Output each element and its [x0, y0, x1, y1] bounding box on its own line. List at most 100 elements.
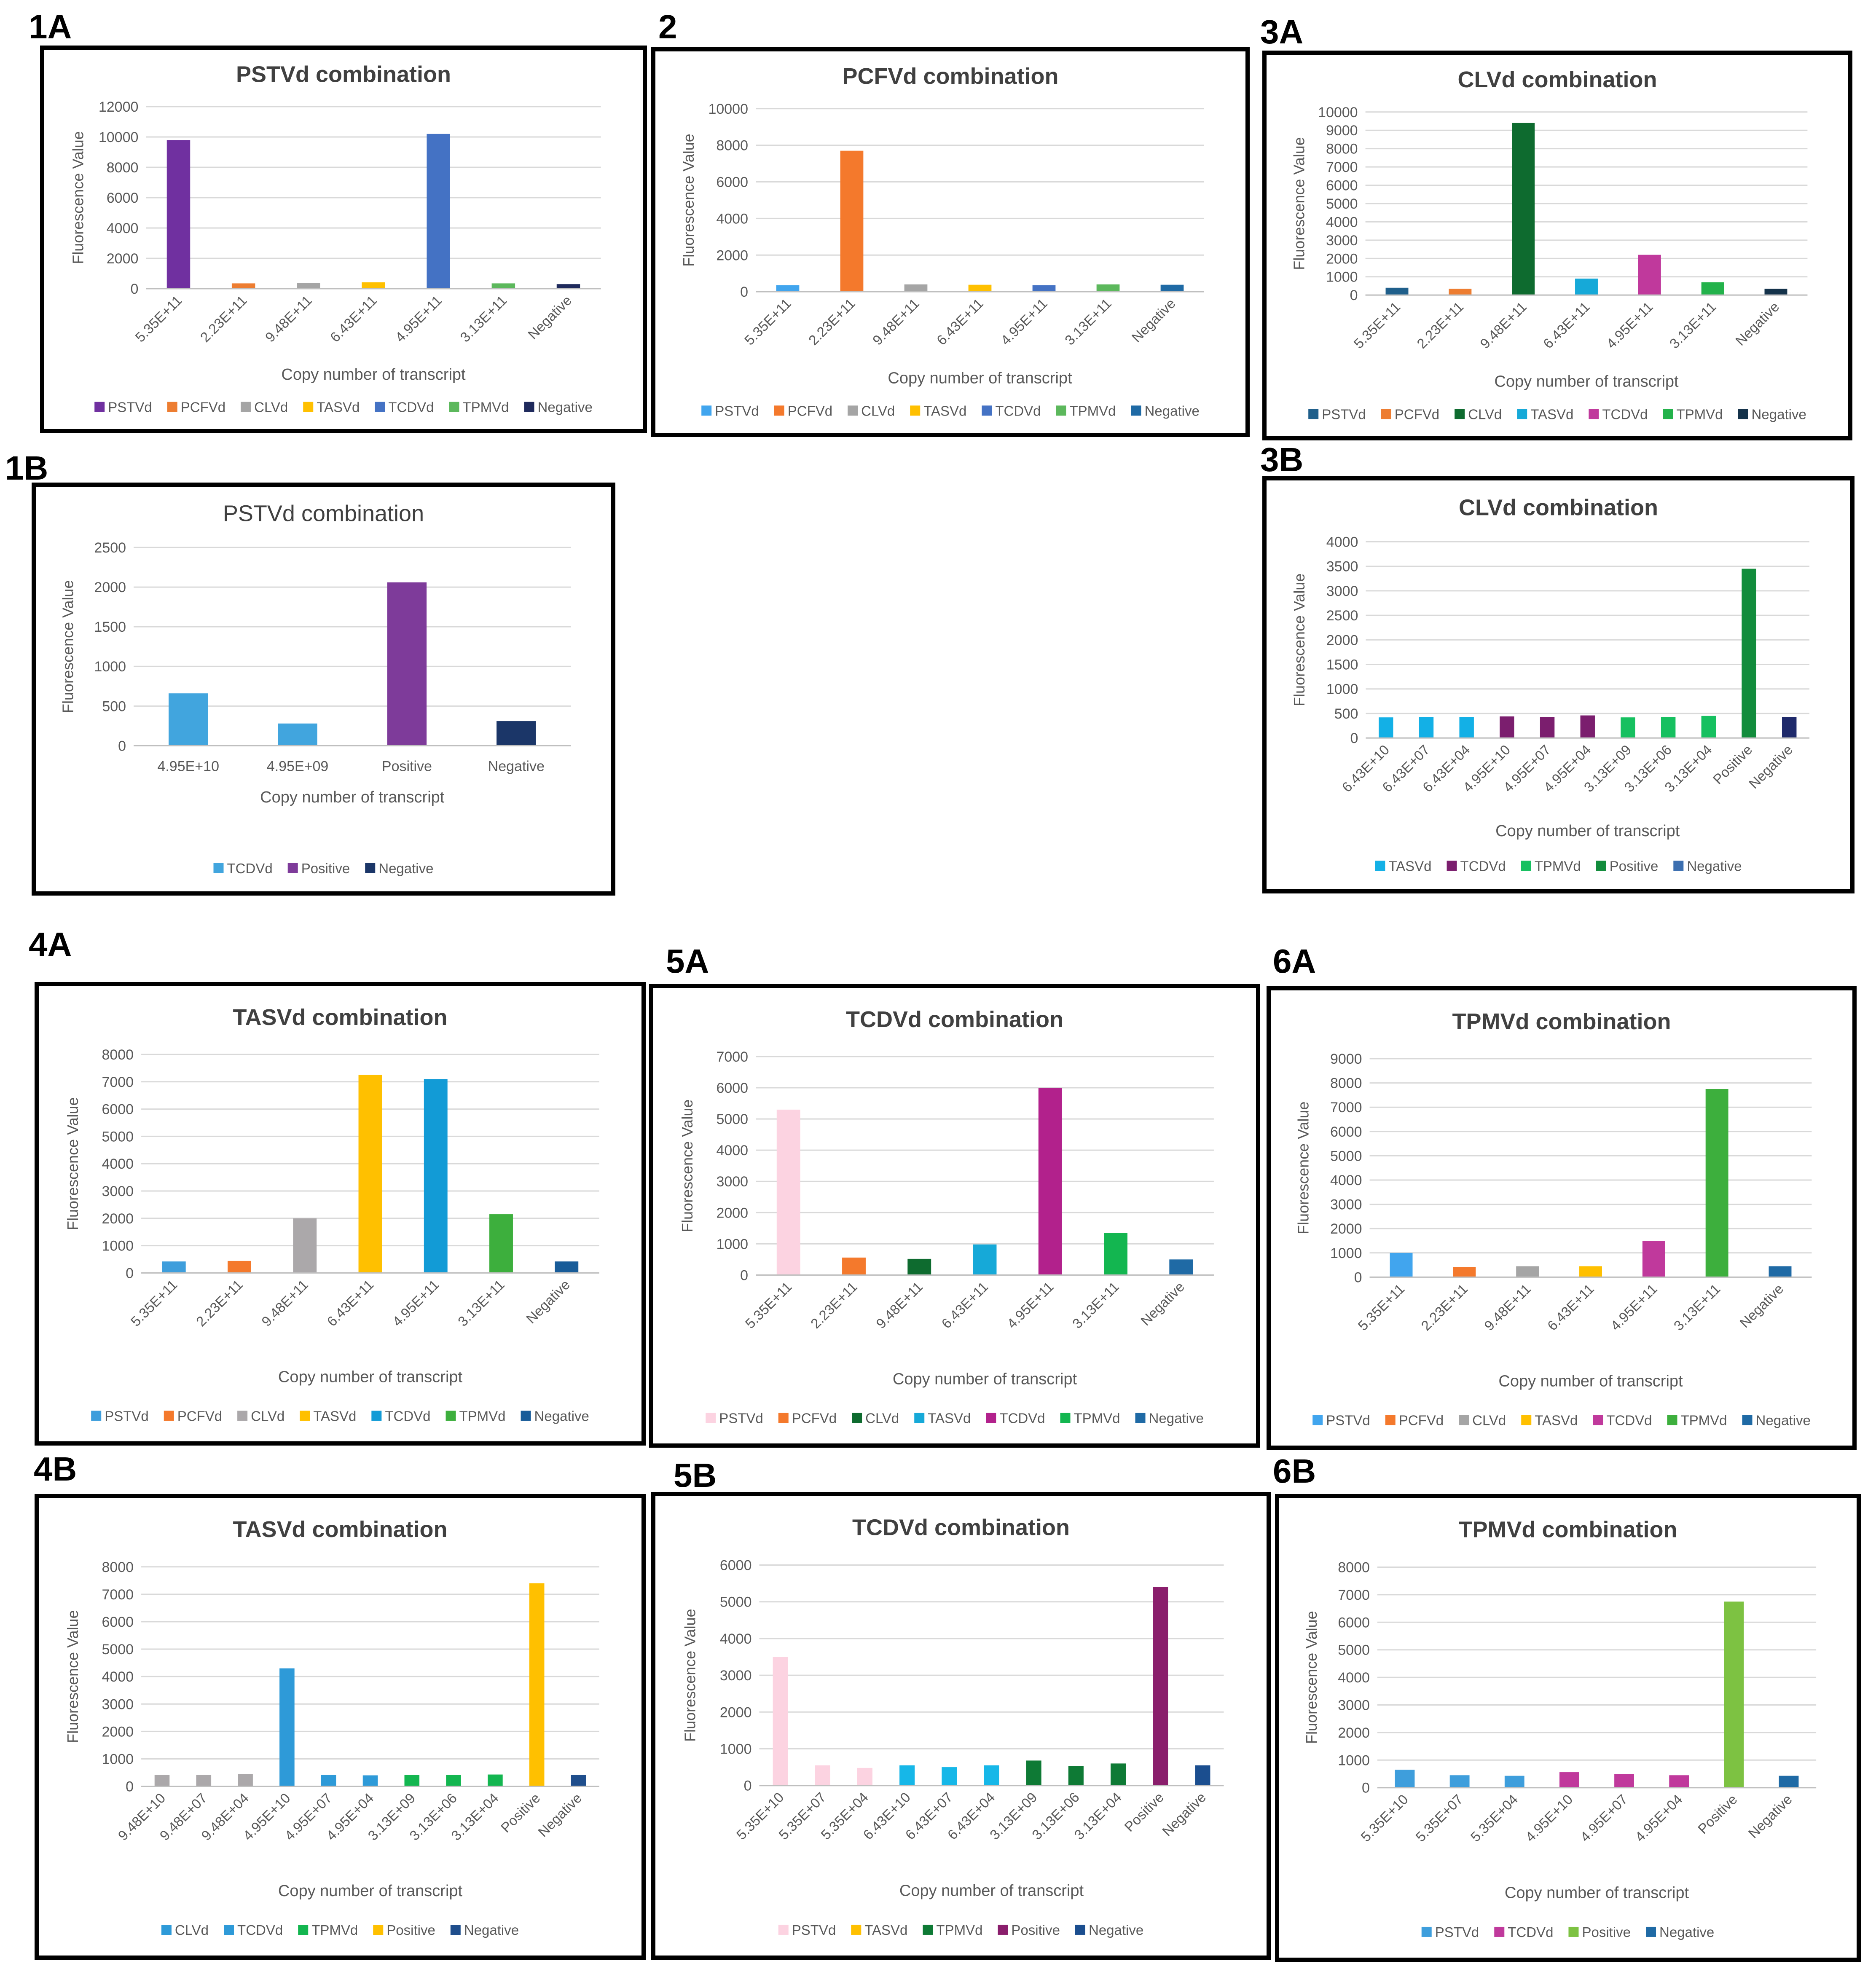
bar-3.13E+06 — [1068, 1766, 1084, 1786]
legend-swatch — [167, 402, 177, 412]
bar-3.13E+11 — [1096, 284, 1120, 292]
bar-3.13E+09 — [404, 1775, 420, 1787]
x-tick-label: 9.48E+11 — [258, 1277, 311, 1329]
chart-svg-1A: PSTVd combination 0 2000 4000 6000 8000 10000 1… — [69, 62, 601, 415]
chart-title: TASVd combination — [233, 1517, 448, 1542]
chart-svg-1B: PSTVd combination 0 500 1000 1500 2000 2500 Flu… — [59, 501, 571, 876]
panel-label-1B: 1B — [5, 449, 48, 487]
chart-title: TCDVd combination — [852, 1515, 1070, 1540]
y-tick-label: 2000 — [1338, 1725, 1370, 1741]
chart-panel-1B: PSTVd combination 0 500 1000 1500 2000 2500 Flu… — [32, 483, 615, 896]
x-tick-label: 2.23E+11 — [808, 1279, 860, 1331]
y-tick-label: 0 — [118, 738, 126, 754]
bar-4.95E+11 — [1642, 1241, 1665, 1277]
x-tick-label: 4.95E+11 — [392, 292, 445, 345]
y-tick-label: 3000 — [1326, 583, 1358, 599]
x-tick-label: Negative — [1746, 742, 1795, 791]
legend-label: CLVd — [251, 1408, 284, 1424]
legend: PSTVd PCFVd CLVd TASVd TCDVd TPMVd Negative — [91, 1408, 589, 1424]
chart-svg-5A: TCDVd combination 0 1000 2000 3000 4000 5000 60… — [679, 1007, 1214, 1426]
legend-swatch — [1308, 409, 1319, 419]
legend-swatch — [914, 1413, 925, 1423]
legend-swatch — [701, 405, 712, 416]
chart-title: TCDVd combination — [846, 1007, 1063, 1032]
y-tick-label: 10000 — [99, 129, 139, 145]
legend-label: TPMVd — [459, 1408, 506, 1424]
legend-label: PSTVd — [1435, 1924, 1479, 1940]
y-tick-label: 3000 — [1326, 233, 1358, 249]
bar-6.43E+11 — [1575, 279, 1598, 295]
y-tick-label: 8000 — [102, 1047, 134, 1063]
legend-label: CLVd — [865, 1410, 899, 1426]
x-tick-label: Negative — [488, 758, 545, 774]
bar-3.13E+06 — [1661, 717, 1676, 738]
x-tick-label: 2.23E+11 — [1414, 299, 1466, 351]
chart-title: TPMVd combination — [1452, 1009, 1671, 1034]
legend-swatch — [1521, 861, 1531, 871]
legend-swatch — [774, 405, 784, 416]
legend-label: TPMVd — [311, 1922, 358, 1938]
chart-panel-4A: TASVd combination 0 1000 2000 3000 4000 5000 60… — [35, 982, 646, 1446]
bar-5.35E+11 — [776, 285, 800, 292]
legend-label: TCDVd — [1508, 1924, 1553, 1940]
y-axis-label: Fluorescence Value — [1303, 1611, 1320, 1744]
x-tick-label: 4.95E+04 — [1632, 1791, 1685, 1845]
y-tick-label: 0 — [126, 1265, 134, 1281]
legend-swatch — [1455, 409, 1465, 419]
x-tick-label: Negative — [1732, 299, 1782, 349]
legend-label: TPMVd — [1074, 1410, 1120, 1426]
legend-swatch — [94, 402, 105, 412]
legend-item: Negative — [1135, 1410, 1204, 1426]
legend-swatch — [778, 1413, 789, 1423]
bar-Negative — [1160, 284, 1184, 292]
x-tick-label: Negative — [1736, 1281, 1786, 1331]
x-tick-label: 5.35E+11 — [128, 1277, 180, 1329]
legend-item: CLVd — [161, 1922, 209, 1938]
legend-swatch — [1135, 1413, 1146, 1423]
bar-3.13E+11 — [1701, 282, 1724, 295]
legend-item: CLVd — [1455, 406, 1502, 422]
x-axis-label: Copy number of transcript — [1494, 373, 1679, 390]
x-tick-label: 9.48E+11 — [870, 295, 922, 348]
y-tick-label: 0 — [1350, 730, 1358, 746]
chart-panel-6B: TPMVd combination 0 1000 2000 3000 4000 5000 60… — [1275, 1494, 1861, 1962]
legend-item: Negative — [1738, 406, 1806, 422]
legend-label: TPMVd — [1677, 406, 1723, 422]
legend-swatch — [986, 1413, 996, 1423]
legend-item: TASVd — [1517, 406, 1573, 422]
bar-9.48E+11 — [907, 1258, 931, 1275]
chart-svg-2: PCFVd combination 0 2000 4000 6000 8000 10000 F… — [680, 64, 1204, 418]
legend-item: PCFVd — [778, 1410, 837, 1426]
y-tick-label: 3000 — [720, 1668, 752, 1684]
bar-9.48E+11 — [904, 284, 928, 292]
bar-2.23E+11 — [228, 1261, 251, 1273]
y-tick-label: 1000 — [1330, 1245, 1362, 1261]
chart-svg-6A: TPMVd combination 0 1000 2000 3000 4000 5000 60… — [1295, 1009, 1812, 1428]
y-tick-label: 12000 — [99, 99, 139, 115]
legend-swatch — [1568, 1926, 1579, 1937]
x-tick-label: 5.35E+11 — [1350, 299, 1403, 351]
legend-swatch — [1056, 405, 1066, 416]
x-tick-label: Negative — [1129, 295, 1178, 345]
y-tick-label: 2000 — [1326, 251, 1358, 267]
legend-label: TASVd — [923, 403, 966, 418]
x-tick-label: 4.95E+11 — [1608, 1281, 1660, 1333]
legend-label: PSTVd — [1322, 406, 1366, 422]
legend-swatch — [1459, 1415, 1469, 1425]
bar-3.13E+04 — [1111, 1763, 1126, 1786]
y-axis-label: Fluorescence Value — [1295, 1101, 1312, 1234]
bar-4.95E+04 — [362, 1775, 378, 1787]
x-tick-label: 3.13E+11 — [1069, 1279, 1122, 1331]
panel-label-3A: 3A — [1260, 13, 1304, 51]
legend-label: Positive — [386, 1922, 435, 1938]
x-axis-label: Copy number of transcript — [1495, 822, 1680, 840]
chart-title: PSTVd combination — [223, 501, 424, 526]
chart-svg-4B: TASVd combination 0 1000 2000 3000 4000 5000 60… — [64, 1517, 599, 1938]
legend-item: PSTVd — [778, 1922, 836, 1938]
y-tick-label: 4000 — [1326, 534, 1358, 550]
legend-label: TPMVd — [936, 1922, 982, 1938]
bar-4.95E+11 — [1038, 1088, 1062, 1275]
legend-swatch — [1521, 1415, 1532, 1425]
y-tick-label: 1000 — [1338, 1752, 1370, 1768]
legend-swatch — [371, 1411, 382, 1421]
